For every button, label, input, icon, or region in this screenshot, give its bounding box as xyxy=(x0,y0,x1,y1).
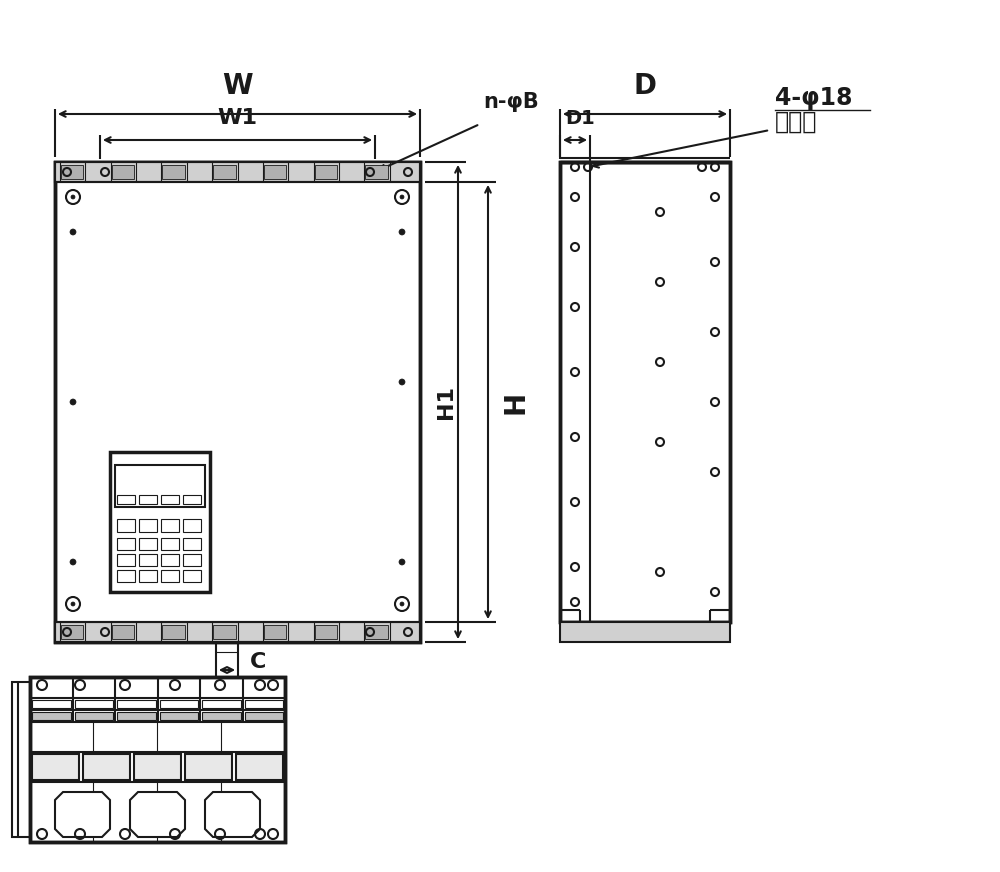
Bar xyxy=(365,625,388,639)
Bar xyxy=(264,625,286,639)
Bar xyxy=(183,538,201,550)
Text: n-φB: n-φB xyxy=(483,92,539,112)
Text: H1: H1 xyxy=(436,385,456,419)
Bar xyxy=(365,165,388,179)
Circle shape xyxy=(400,195,404,199)
Bar xyxy=(160,700,198,708)
Bar xyxy=(202,700,240,708)
Circle shape xyxy=(399,559,405,565)
Text: W: W xyxy=(222,72,253,100)
Bar xyxy=(162,625,185,639)
Bar xyxy=(161,519,179,532)
Bar xyxy=(161,495,179,504)
Bar xyxy=(183,554,201,566)
Bar xyxy=(74,712,113,720)
Circle shape xyxy=(400,602,404,606)
Text: D: D xyxy=(634,72,656,100)
Bar xyxy=(117,495,135,504)
Bar xyxy=(30,677,285,842)
Bar xyxy=(139,538,157,550)
Bar xyxy=(55,162,420,642)
Bar xyxy=(161,538,179,550)
Bar xyxy=(315,625,337,639)
Text: C: C xyxy=(250,652,266,672)
Bar xyxy=(244,700,283,708)
Text: W1: W1 xyxy=(218,108,258,128)
Bar xyxy=(55,162,420,182)
Bar xyxy=(117,538,135,550)
Circle shape xyxy=(399,379,405,385)
Bar xyxy=(183,570,201,582)
Bar xyxy=(244,712,283,720)
Bar xyxy=(115,465,205,507)
Bar xyxy=(61,165,83,179)
Bar xyxy=(83,754,130,780)
Bar xyxy=(560,162,730,622)
Circle shape xyxy=(70,559,76,565)
Circle shape xyxy=(71,195,75,199)
Bar xyxy=(32,712,70,720)
Bar xyxy=(560,622,730,642)
Polygon shape xyxy=(130,792,185,837)
Bar xyxy=(117,700,156,708)
Bar xyxy=(315,165,337,179)
Text: D1: D1 xyxy=(565,109,595,128)
Bar xyxy=(161,570,179,582)
Bar xyxy=(139,519,157,532)
Bar xyxy=(117,554,135,566)
Bar xyxy=(55,162,420,642)
Bar xyxy=(55,622,420,642)
Bar xyxy=(213,165,236,179)
Bar xyxy=(264,165,286,179)
Bar xyxy=(30,677,285,842)
Circle shape xyxy=(70,229,76,235)
Text: 4-φ18: 4-φ18 xyxy=(775,86,852,110)
Bar xyxy=(183,519,201,532)
Bar xyxy=(183,495,201,504)
Bar xyxy=(160,712,198,720)
Bar xyxy=(139,570,157,582)
Bar xyxy=(61,625,83,639)
Bar xyxy=(32,700,70,708)
Bar xyxy=(161,554,179,566)
Bar xyxy=(139,554,157,566)
Text: 吹り穴: 吹り穴 xyxy=(775,110,817,134)
Bar xyxy=(117,570,135,582)
Bar xyxy=(112,625,134,639)
Bar xyxy=(236,754,283,780)
Bar xyxy=(112,165,134,179)
Bar xyxy=(117,519,135,532)
Polygon shape xyxy=(55,792,110,837)
Text: H: H xyxy=(502,391,530,413)
Bar xyxy=(134,754,181,780)
Bar xyxy=(117,712,156,720)
Bar xyxy=(12,682,30,837)
Polygon shape xyxy=(205,792,260,837)
Circle shape xyxy=(399,229,405,235)
Bar xyxy=(55,162,420,182)
Bar xyxy=(185,754,232,780)
Circle shape xyxy=(71,602,75,606)
Bar xyxy=(560,162,730,622)
Bar xyxy=(202,712,240,720)
Bar xyxy=(74,700,113,708)
Circle shape xyxy=(70,399,76,405)
Bar xyxy=(213,625,236,639)
Bar xyxy=(55,622,420,642)
Bar xyxy=(162,165,185,179)
Bar xyxy=(32,754,79,780)
Bar xyxy=(110,452,210,592)
Bar xyxy=(139,495,157,504)
